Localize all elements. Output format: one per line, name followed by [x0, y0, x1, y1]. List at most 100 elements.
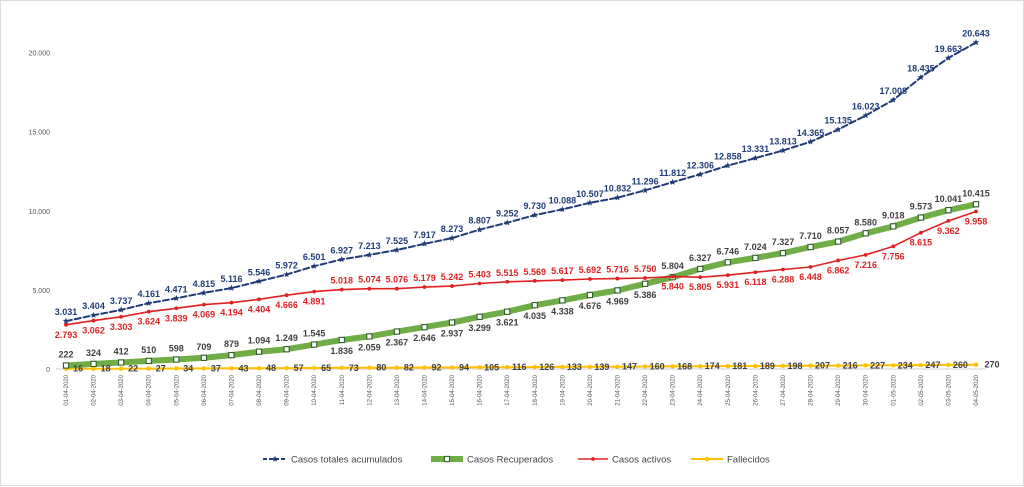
data-label: 13.813 [769, 137, 797, 147]
data-point-dot [670, 274, 675, 279]
data-label: 4.666 [275, 300, 298, 310]
data-label: 9.018 [882, 210, 905, 220]
data-label: 5.386 [634, 290, 657, 300]
data-label: 412 [114, 346, 129, 356]
x-tick-label: 01-05-2020 [891, 374, 897, 405]
data-point-star [338, 256, 345, 263]
data-point-dot [477, 281, 482, 286]
data-label: 7.327 [772, 237, 795, 247]
data-label: 94 [459, 363, 469, 373]
data-point-star [62, 317, 70, 324]
data-label: 3.737 [110, 296, 133, 306]
data-point-dot [395, 286, 399, 291]
data-point-square [311, 341, 318, 348]
data-point-dot [532, 279, 537, 283]
data-label: 11.812 [659, 168, 686, 178]
data-point-dot [973, 362, 979, 367]
data-point-square [145, 357, 152, 365]
legend-label: Casos Recuperados [467, 455, 553, 466]
data-point-dot [505, 364, 510, 370]
data-point-star [641, 186, 649, 194]
data-point-dot [753, 363, 758, 369]
data-point-dot [367, 286, 372, 291]
data-label: 2.937 [441, 329, 464, 339]
data-label: 4.035 [524, 311, 547, 321]
data-point-star [697, 170, 704, 178]
data-label: 48 [266, 363, 276, 373]
data-label: 3.624 [137, 317, 160, 327]
data-label: 5.569 [524, 267, 547, 277]
x-tick-label: 02-05-2020 [919, 374, 925, 405]
data-label: 65 [321, 363, 331, 373]
data-label: 12.306 [686, 160, 714, 170]
data-label: 4.404 [248, 304, 271, 314]
x-tick-label: 30-04-2020 [864, 374, 870, 405]
data-label: 3.062 [82, 326, 105, 336]
data-label: 19.663 [935, 44, 963, 54]
data-point-dot [725, 363, 731, 369]
data-label: 5.179 [413, 273, 436, 283]
data-point-dot [256, 366, 262, 371]
data-point-dot [808, 363, 813, 368]
data-point-dot [698, 275, 703, 280]
data-label: 116 [512, 362, 527, 372]
data-point-dot [753, 270, 758, 275]
data-label: 11.296 [632, 176, 659, 186]
data-label: 82 [404, 363, 414, 373]
data-label: 37 [211, 363, 221, 373]
data-point-dot [450, 284, 454, 288]
data-label: 10.041 [935, 194, 963, 204]
data-point-dot [588, 277, 592, 281]
data-label: 207 [815, 361, 830, 371]
data-point-square [697, 265, 704, 273]
data-point-dot [229, 366, 234, 371]
data-point-star [503, 219, 511, 226]
data-point-star [669, 178, 676, 185]
data-point-square [641, 280, 649, 287]
data-point-star [614, 194, 621, 201]
data-label: 7.216 [854, 260, 877, 270]
data-point-dot [781, 267, 785, 272]
data-label: 5.972 [275, 261, 298, 271]
data-label: 5.840 [661, 282, 684, 292]
data-label: 3.031 [55, 307, 78, 317]
data-label: 1.545 [303, 329, 326, 339]
data-point-dot [863, 252, 868, 257]
data-label: 4.161 [137, 289, 160, 299]
data-label: 6.746 [717, 246, 740, 256]
data-point-dot [725, 273, 730, 278]
data-label: 5.804 [661, 261, 684, 271]
data-label: 10.415 [962, 188, 990, 198]
x-tick-label: 07-04-2020 [229, 374, 235, 405]
data-point-dot [201, 366, 207, 371]
data-point-star [945, 54, 952, 61]
data-label: 8.273 [441, 224, 464, 234]
data-point-dot [946, 362, 951, 368]
data-point-dot [615, 276, 620, 281]
y-tick-label: 5.000 [32, 288, 50, 295]
data-point-star [559, 206, 566, 213]
data-point-dot [532, 364, 537, 370]
data-label: 168 [677, 361, 692, 371]
data-point-dot [863, 363, 868, 368]
data-label: 3.839 [165, 313, 188, 323]
data-label: 6.448 [799, 272, 822, 282]
data-point-dot [615, 364, 620, 369]
data-point-star [255, 277, 263, 285]
x-tick-label: 11-04-2020 [340, 374, 346, 405]
data-point-dot [891, 363, 896, 368]
x-tick-label: 02-04-2020 [92, 374, 98, 405]
x-tick-label: 23-04-2020 [671, 374, 677, 405]
data-point-dot [704, 456, 710, 462]
data-label: 4.891 [303, 297, 326, 307]
x-tick-label: 20-04-2020 [588, 374, 594, 405]
x-tick-label: 08-04-2020 [257, 374, 263, 405]
data-label: 13.331 [742, 144, 770, 154]
data-point-dot [642, 364, 648, 369]
data-point-dot [118, 366, 124, 371]
data-label: 8.615 [910, 238, 933, 248]
data-label: 2.059 [358, 342, 381, 352]
data-point-star [807, 138, 814, 145]
series-line-1 [63, 201, 979, 369]
